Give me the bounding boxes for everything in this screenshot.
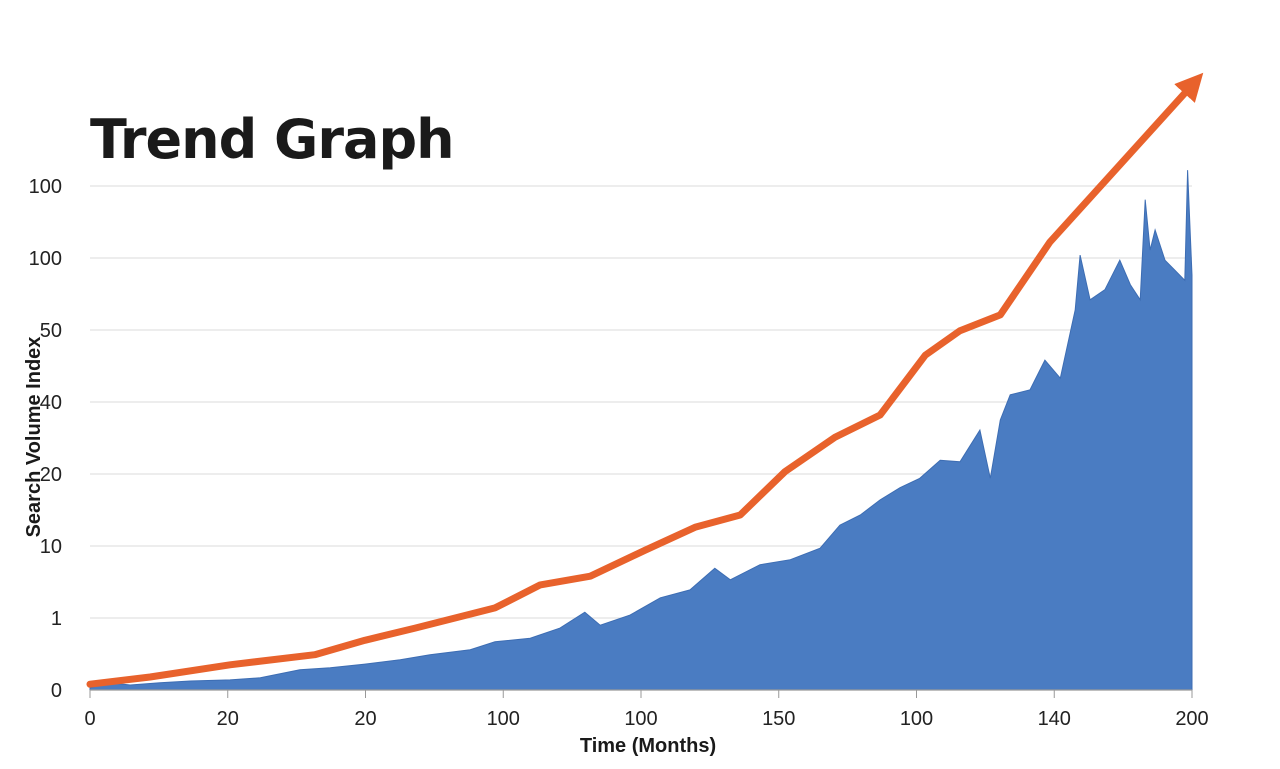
- y-tick-label: 20: [40, 464, 62, 486]
- x-tick-label: 100: [624, 708, 657, 730]
- y-tick-label: 40: [40, 392, 62, 414]
- x-tick-label: 20: [354, 708, 376, 730]
- y-tick-label: 100: [29, 176, 62, 198]
- x-axis-label: Time (Months): [580, 735, 716, 757]
- x-tick-label: 100: [900, 708, 933, 730]
- x-tick-label: 0: [84, 708, 95, 730]
- x-tick-label: 150: [762, 708, 795, 730]
- y-axis-label: Search Volume Index: [23, 337, 45, 538]
- trend-line: [86, 72, 1204, 688]
- y-tick-label: 100: [29, 248, 62, 270]
- y-tick-label: 50: [40, 320, 62, 342]
- y-tick-label: 1: [51, 608, 62, 630]
- x-tick-label: 20: [217, 708, 239, 730]
- x-tick-label: 200: [1175, 708, 1208, 730]
- y-tick-label: 0: [51, 680, 62, 702]
- search-volume-area: [89, 170, 1193, 691]
- y-tick-label: 10: [40, 536, 62, 558]
- chart-title: Trend Graph: [90, 108, 455, 171]
- x-tick-label: 140: [1038, 708, 1071, 730]
- x-tick-label: 100: [487, 708, 520, 730]
